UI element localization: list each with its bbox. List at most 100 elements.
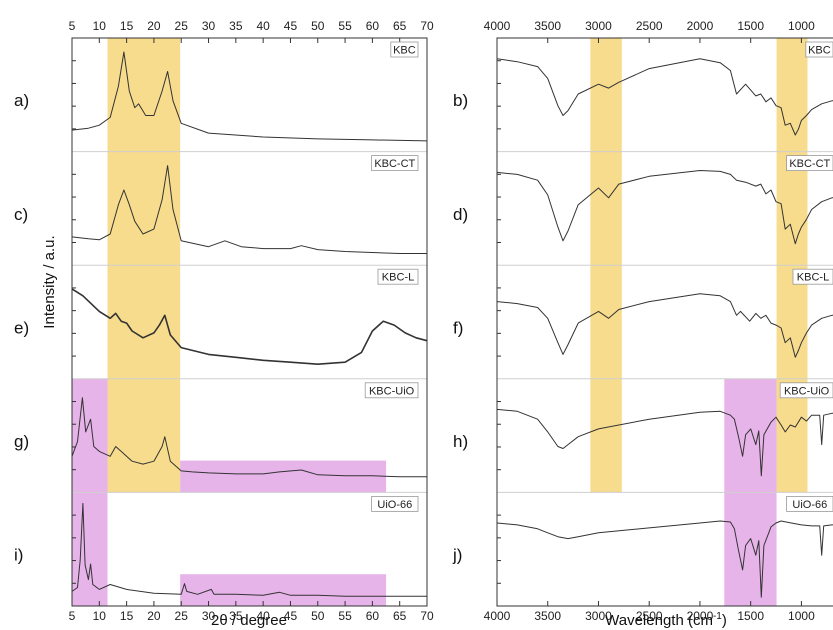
sample-label-box [792, 268, 833, 285]
x-tick-label-bottom: 50 [311, 609, 325, 623]
series-line-5 [71, 502, 427, 597]
panel-letter: e) [14, 318, 29, 337]
xrd-chart: 5510101515202025253030353540404545505055… [14, 19, 434, 629]
sample-label: KBC-UiO [369, 385, 415, 397]
x-tick-label-bottom: 1000 [788, 609, 815, 623]
x-tick-label-bottom: 60 [366, 609, 380, 623]
x-tick-label-top: 1000 [788, 19, 815, 33]
xrd-series-lines [71, 51, 428, 597]
panel-letter: b) [453, 91, 468, 110]
ftir-panel-letters: b) d) f) h) j) [452, 91, 468, 564]
highlight-band [180, 460, 387, 493]
x-tick-label-bottom: 65 [393, 609, 407, 623]
xrd-plot-frame [71, 37, 428, 607]
sample-label-box [371, 155, 419, 172]
x-tick-label-top: 30 [202, 19, 216, 33]
panel-letter: g) [14, 432, 29, 451]
x-tick-label-bottom: 5 [69, 609, 76, 623]
series-line-4 [71, 397, 427, 478]
x-tick-label-bottom: 3500 [534, 609, 561, 623]
sample-label: KBC-UiO [784, 385, 830, 397]
panel-letter: h) [453, 432, 468, 451]
x-tick-label-top: 5 [69, 19, 76, 33]
sample-label-box [377, 268, 419, 285]
x-tick-label-top: 15 [120, 19, 134, 33]
series-line-1 [496, 58, 833, 136]
x-tick-label-top: 1500 [737, 19, 764, 33]
x-tick-label-top: 25 [175, 19, 189, 33]
x-tick-label-bottom: 10 [93, 609, 107, 623]
sample-label-box [390, 41, 419, 58]
sample-label-box [371, 495, 419, 512]
panel-letter: d) [453, 205, 468, 224]
sample-label: KBC-CT [374, 158, 415, 170]
sample-label: UiO-66 [377, 499, 412, 511]
ftir-chart: 4000 4000 3500 3500 3000 3000 2500 2500 2000 2000… [452, 19, 833, 629]
x-tick-label-top: 10 [93, 19, 107, 33]
ftir-highlight-bands [590, 38, 808, 606]
x-tick-label-bottom: 20 [147, 609, 161, 623]
x-tick-label-bottom: 55 [338, 609, 352, 623]
sample-label-box [779, 382, 833, 399]
xrd-y-axis-title: Intensity / a.u. [41, 235, 58, 328]
x-tick-label-top: 65 [393, 19, 407, 33]
panel-letter: f) [453, 318, 463, 337]
x-tick-label-bottom: 15 [120, 609, 134, 623]
x-tick-label-bottom: 70 [420, 609, 434, 623]
series-line-3 [496, 293, 833, 358]
x-tick-label-bottom: 2500 [636, 609, 663, 623]
x-tick-label-top: 2000 [687, 19, 714, 33]
xrd-highlight-bands [72, 38, 387, 606]
x-tick-label-top: 70 [420, 19, 434, 33]
ftir-axis-ticks: 4000 4000 3500 3500 3000 3000 2500 2500 2000 2000… [484, 19, 815, 623]
x-tick-label-top: 3000 [585, 19, 612, 33]
series-line-2 [496, 170, 833, 245]
ftir-series-lines [496, 58, 833, 598]
ftir-sample-labels: KBC KBC-CT KBC-L KBC-UiO UiO-66 [779, 41, 833, 512]
x-tick-label-bottom: 2000 [687, 609, 714, 623]
x-tick-label-bottom: 30 [202, 609, 216, 623]
x-tick-label-bottom: 25 [175, 609, 189, 623]
xrd-panel-letters: a) c) e) g) i) [14, 91, 29, 564]
x-tick-label-top: 55 [338, 19, 352, 33]
series-line-4 [496, 408, 833, 477]
sample-label: KBC-L [797, 272, 829, 284]
x-tick-label-bottom: 3000 [585, 609, 612, 623]
x-tick-label-top: 4000 [484, 19, 511, 33]
x-tick-label-bottom: 40 [256, 609, 270, 623]
x-tick-label-top: 20 [147, 19, 161, 33]
xrd-axis-ticks: 5510101515202025253030353540404545505055… [69, 19, 434, 623]
series-line-5 [496, 520, 833, 598]
highlight-band [180, 574, 387, 606]
x-tick-label-top: 45 [284, 19, 298, 33]
panel-letter: i) [14, 546, 23, 565]
x-tick-label-bottom: 45 [284, 609, 298, 623]
x-tick-label-top: 35 [229, 19, 243, 33]
x-tick-label-top: 3500 [534, 19, 561, 33]
ftir-x-axis-title: Wavelength (cm-1) [605, 611, 727, 629]
xrd-panel-dividers [72, 151, 427, 493]
xrd-sample-labels: KBC KBC-CT KBC-L KBC-UiO UiO-66 [364, 41, 419, 512]
series-line-3 [71, 288, 428, 366]
xrd-x-axis-title: 2θ / degree [211, 612, 287, 629]
x-tick-label-top: 2500 [636, 19, 663, 33]
series-line-2 [71, 165, 427, 254]
series-line-1 [71, 51, 428, 142]
sample-label: UiO-66 [792, 499, 827, 511]
panel-letter: c) [14, 205, 28, 224]
x-tick-label-bottom: 1500 [737, 609, 764, 623]
x-tick-label-bottom: 4000 [484, 609, 511, 623]
sample-label: KBC [808, 45, 831, 57]
sample-label: KBC-L [382, 272, 414, 284]
panel-letter: a) [14, 91, 29, 110]
x-tick-label-top: 50 [311, 19, 325, 33]
sample-label-box [364, 382, 419, 399]
x-tick-label-top: 40 [256, 19, 270, 33]
sample-label: KBC-CT [789, 158, 830, 170]
ftir-plot-frame [496, 37, 833, 607]
x-tick-label-bottom: 35 [229, 609, 243, 623]
sample-label: KBC [393, 45, 416, 57]
ftir-panel-dividers [497, 151, 833, 493]
x-tick-label-top: 60 [366, 19, 380, 33]
